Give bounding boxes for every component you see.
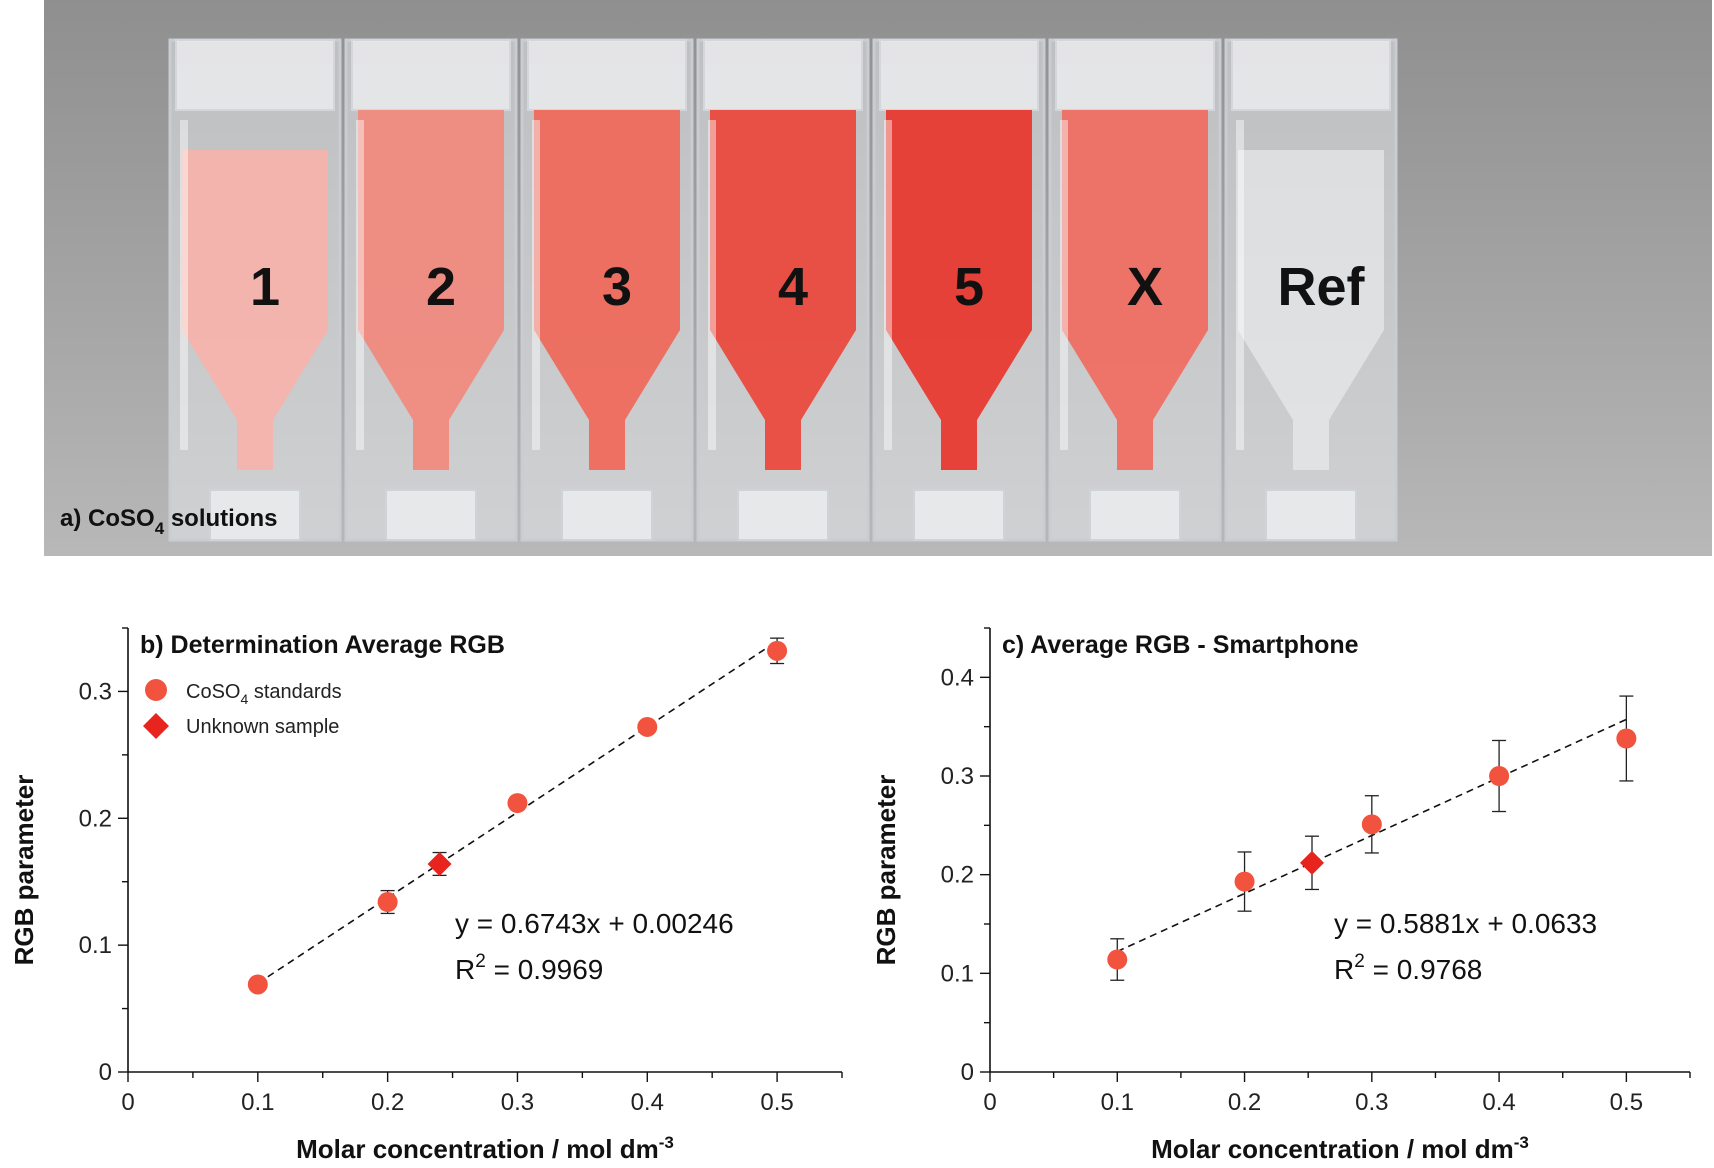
panel-title: b) Determination Average RGB <box>140 631 505 659</box>
cuvette-label: 4 <box>778 257 808 317</box>
x-tick-label: 0.4 <box>631 1089 664 1116</box>
panel-title: c) Average RGB - Smartphone <box>1002 631 1359 659</box>
r-squared: R2 = 0.9768 <box>1334 951 1482 985</box>
y-tick-label: 0.1 <box>79 932 112 959</box>
cuvette-base <box>913 489 1005 541</box>
cuvette: 1 <box>168 38 342 542</box>
x-axis-title: Molar concentration / mol dm-3 <box>296 1133 674 1164</box>
cuvette-label: 1 <box>250 257 280 317</box>
legend-standard-marker <box>145 679 167 701</box>
y-tick-label: 0.1 <box>941 960 974 987</box>
standard-point <box>767 640 788 661</box>
standard-point <box>247 974 268 995</box>
cuvette-base <box>1265 489 1357 541</box>
x-tick-label: 0.3 <box>1355 1089 1388 1116</box>
cuvette-photo: 1 2 3 4 5 X Ref a) CoSO4 solutions <box>44 0 1712 556</box>
x-tick-label: 0.1 <box>241 1089 274 1116</box>
x-tick-label: 0.1 <box>1101 1089 1134 1116</box>
cuvette-rim <box>1231 39 1391 111</box>
x-tick-label: 0.4 <box>1482 1089 1515 1116</box>
legend-unknown-marker <box>143 713 169 739</box>
cuvette-liquid <box>358 110 504 470</box>
cuvette-label: 5 <box>954 257 984 317</box>
photo-caption: a) CoSO4 solutions <box>60 505 278 538</box>
standard-point <box>1234 871 1255 892</box>
cuvette-liquid <box>182 150 328 470</box>
x-tick-label: 0.5 <box>1610 1089 1643 1116</box>
x-tick-label: 0 <box>121 1089 134 1116</box>
standard-point <box>1489 766 1510 786</box>
legend-standards-label: CoSO4 standards <box>186 681 342 707</box>
y-tick-label: 0 <box>961 1059 974 1086</box>
unknown-point <box>1300 850 1324 875</box>
cuvette-highlight <box>356 120 364 450</box>
standard-point <box>1616 728 1637 749</box>
cuvette-highlight <box>1236 120 1244 450</box>
cuvette-rim <box>175 39 335 111</box>
x-tick-label: 0 <box>983 1089 996 1116</box>
y-tick-label: 0.2 <box>79 805 112 832</box>
standard-point <box>1361 814 1382 835</box>
cuvette-base <box>561 489 653 541</box>
cuvette-highlight <box>884 120 892 450</box>
cuvette-highlight <box>180 120 188 450</box>
r-squared: R2 = 0.9969 <box>455 951 603 985</box>
x-axis-title: Molar concentration / mol dm-3 <box>1151 1133 1529 1164</box>
cuvette-highlight <box>708 120 716 450</box>
y-tick-label: 0.3 <box>941 763 974 790</box>
y-tick-label: 0.3 <box>79 678 112 705</box>
standard-point <box>507 793 528 814</box>
cuvette: 5 <box>872 38 1046 542</box>
cuvette-liquid <box>886 110 1032 470</box>
cuvette-base <box>737 489 829 541</box>
y-axis-title: RGB parameter <box>871 775 901 966</box>
cuvette-rim <box>1055 39 1215 111</box>
x-tick-label: 0.3 <box>501 1089 534 1116</box>
cuvette-liquid <box>1238 150 1384 470</box>
x-tick-label: 0.5 <box>760 1089 793 1116</box>
cuvette: X <box>1048 38 1222 542</box>
standard-point <box>637 716 658 737</box>
standard-point <box>1107 949 1128 970</box>
cuvette-rim <box>351 39 511 111</box>
y-tick-label: 0.2 <box>941 862 974 889</box>
cuvette-base <box>209 489 301 541</box>
cuvette-rim <box>703 39 863 111</box>
unknown-point <box>427 851 452 876</box>
legend-unknown-label: Unknown sample <box>186 716 339 738</box>
cuvette: Ref <box>1224 38 1398 542</box>
legend: CoSO4 standards Unknown sample <box>143 679 342 739</box>
x-tick-label: 0.2 <box>371 1089 404 1116</box>
fit-equation: y = 0.6743x + 0.00246 <box>455 908 734 939</box>
standard-point <box>377 892 398 913</box>
y-tick-label: 0 <box>99 1059 112 1086</box>
cuvette-liquid <box>710 110 856 470</box>
fit-line <box>257 640 778 985</box>
x-tick-label: 0.2 <box>1228 1089 1261 1116</box>
y-axis-title: RGB parameter <box>9 775 39 966</box>
cuvette-label: 3 <box>602 257 632 317</box>
cuvette-row: 1 2 3 4 5 X Ref <box>168 38 1398 542</box>
cuvette-label: Ref <box>1277 257 1365 317</box>
cuvette-highlight <box>1060 120 1068 450</box>
cuvette-label: X <box>1127 257 1163 317</box>
cuvette-rim <box>527 39 687 111</box>
cuvette-base <box>1089 489 1181 541</box>
cuvette-label: 2 <box>426 257 456 317</box>
cuvette: 3 <box>520 38 694 542</box>
cuvette-liquid <box>534 110 680 470</box>
cuvette-base <box>385 489 477 541</box>
cuvette: 2 <box>344 38 518 542</box>
cuvette: 4 <box>696 38 870 542</box>
y-tick-label: 0.4 <box>941 664 974 691</box>
cuvette-highlight <box>532 120 540 450</box>
cuvette-liquid <box>1062 110 1208 470</box>
fit-equation: y = 0.5881x + 0.0633 <box>1334 908 1597 939</box>
